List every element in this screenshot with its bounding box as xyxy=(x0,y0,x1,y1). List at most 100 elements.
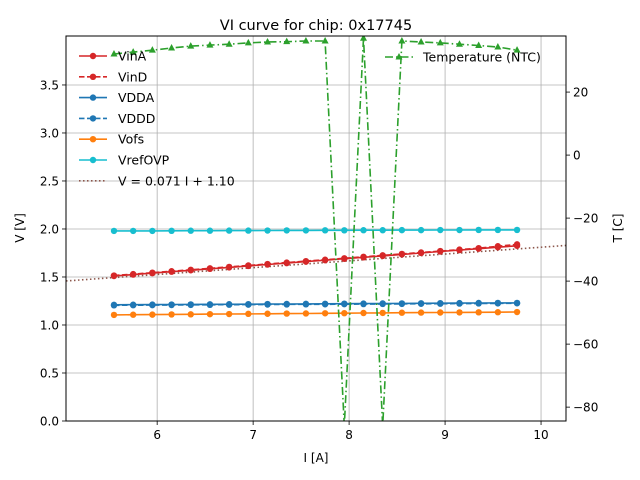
data-point-vddd xyxy=(283,301,290,308)
data-point-temperature-ntc xyxy=(417,37,425,45)
data-point-vddd xyxy=(321,301,329,308)
data-point-vind xyxy=(379,252,386,259)
data-point-vind xyxy=(398,250,406,258)
data-point-vddd xyxy=(110,302,118,309)
data-point-temperature-ntc xyxy=(244,38,252,46)
data-point-vind xyxy=(341,255,348,262)
data-point-vind xyxy=(437,247,444,255)
data-point-vofs xyxy=(321,310,329,317)
y-tick-label: 1.0 xyxy=(40,318,59,332)
data-point-vddd xyxy=(379,300,386,308)
data-point-vofs xyxy=(283,310,290,317)
data-point-vofs xyxy=(225,310,233,318)
data-point-temperature-ntc xyxy=(321,37,329,44)
y-tick-label: 0.5 xyxy=(40,366,59,380)
axes-frame xyxy=(65,35,567,422)
data-point-temperature-ntc xyxy=(283,37,291,45)
data-point-vind xyxy=(283,259,290,266)
data-point-vofs xyxy=(187,311,194,318)
legend-marker xyxy=(89,94,97,101)
y2-tick-label: −20 xyxy=(573,212,598,226)
data-point-temperature-ntc xyxy=(225,40,233,47)
data-point-vofs xyxy=(341,309,348,317)
data-point-vrefovp xyxy=(187,227,194,234)
x-tick-label: 10 xyxy=(533,428,548,442)
data-point-vofs xyxy=(494,309,502,316)
data-point-vofs xyxy=(513,308,521,316)
data-point-temperature-ntc xyxy=(475,41,483,48)
data-point-vddd xyxy=(129,302,137,309)
data-point-temperature-ntc xyxy=(206,41,214,48)
data-point-vrefovp xyxy=(379,227,386,234)
data-point-vofs xyxy=(360,309,367,317)
data-point-vrefovp xyxy=(475,226,482,234)
data-point-vddd xyxy=(149,301,156,309)
data-point-temperature-ntc xyxy=(398,37,406,44)
data-point-vrefovp xyxy=(110,227,118,235)
x-tick-label: 9 xyxy=(441,428,449,442)
data-point-vrefovp xyxy=(129,227,137,235)
data-point-vddd xyxy=(168,301,175,309)
data-point-vddd xyxy=(398,300,406,308)
chart-title: VI curve for chip: 0x17745 xyxy=(220,18,412,34)
data-point-vrefovp xyxy=(264,227,271,234)
data-point-vind xyxy=(129,270,137,278)
data-point-vind xyxy=(302,257,310,265)
series-line-vrefovp xyxy=(114,229,518,232)
legend-marker xyxy=(89,136,97,143)
legend-left: VinA VinD VDDA VDDD Vofs VrefOVP V = 0.071 I +… xyxy=(79,49,235,188)
data-point-vind xyxy=(206,265,214,272)
legend-label: VDDA xyxy=(118,90,155,105)
series-line-vofs xyxy=(113,311,518,316)
data-point-vddd xyxy=(456,300,463,307)
legend-label: Vofs xyxy=(118,132,144,147)
legend-right: Temperature (NTC) xyxy=(385,50,541,65)
data-point-temperature-ntc xyxy=(168,43,176,51)
data-point-vind xyxy=(110,272,118,279)
data-point-vind xyxy=(475,244,482,252)
data-point-vddd xyxy=(417,300,425,307)
data-point-vofs xyxy=(168,311,175,318)
data-point-vofs xyxy=(456,309,463,316)
data-point-vrefovp xyxy=(494,226,502,234)
data-point-temperature-ntc xyxy=(110,49,118,57)
y-tick-label: 0.0 xyxy=(40,415,59,429)
x-tick-label: 6 xyxy=(153,428,161,442)
data-point-temperature-ntc xyxy=(379,422,386,429)
data-point-vddd xyxy=(494,300,502,307)
data-point-vind xyxy=(494,243,502,250)
data-point-vrefovp xyxy=(360,227,367,234)
legend-label: VinA xyxy=(118,49,147,64)
data-point-vofs xyxy=(206,310,214,318)
data-point-vrefovp xyxy=(437,226,444,234)
data-point-vofs xyxy=(264,310,271,317)
data-point-vrefovp xyxy=(283,227,290,234)
data-point-vddd xyxy=(475,300,482,307)
y2-tick-label: −60 xyxy=(573,338,598,352)
data-point-temperature-ntc xyxy=(436,38,444,46)
data-point-vind xyxy=(513,241,521,248)
data-point-vddd xyxy=(360,300,367,308)
legend-label: VDDD xyxy=(118,111,155,126)
data-point-vrefovp xyxy=(398,226,406,234)
data-point-vofs xyxy=(302,310,310,317)
series-line-vddd xyxy=(113,302,518,307)
y2-tick-label: 0 xyxy=(573,149,581,163)
legend-label: VinD xyxy=(118,69,147,84)
data-point-vind xyxy=(264,260,271,268)
legend-marker xyxy=(395,53,403,60)
data-point-vofs xyxy=(110,311,118,319)
legend-label: VrefOVP xyxy=(118,153,170,168)
data-point-vddd xyxy=(225,301,233,308)
fit-line xyxy=(66,244,566,282)
data-point-vind xyxy=(321,256,329,263)
data-point-vofs xyxy=(417,309,425,316)
data-point-temperature-ntc xyxy=(264,37,272,45)
data-point-temperature-ntc xyxy=(513,46,521,53)
data-point-temperature-ntc xyxy=(360,36,368,41)
y-tick-label: 3.0 xyxy=(40,126,59,140)
data-point-vofs xyxy=(245,310,252,318)
legend-marker xyxy=(89,73,97,81)
data-point-vddd xyxy=(513,300,521,307)
